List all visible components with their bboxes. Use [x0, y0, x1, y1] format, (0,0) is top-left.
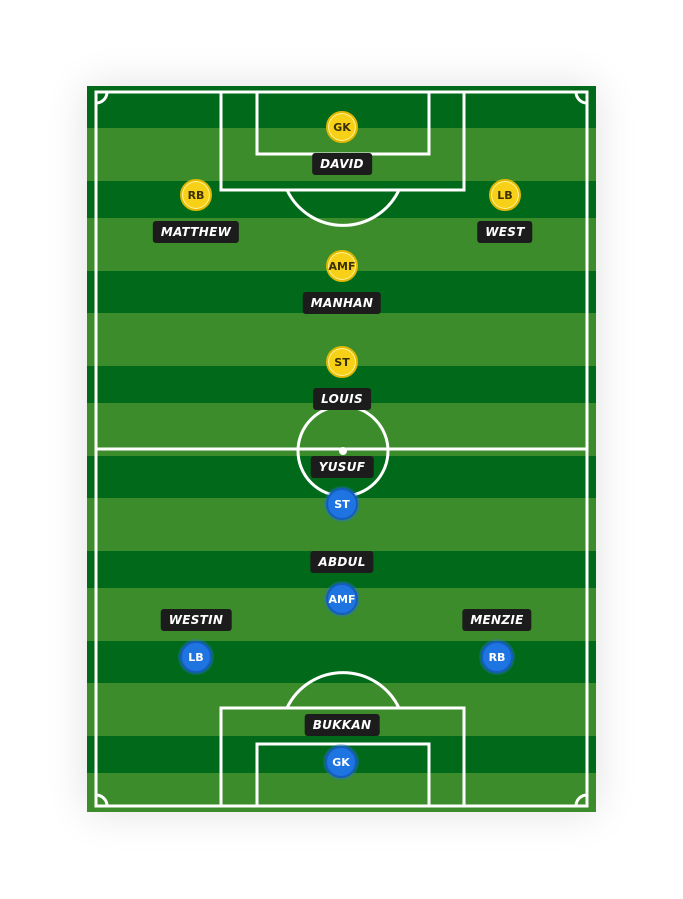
bottom-goal-area: [255, 742, 431, 808]
player-name-tag: DAVID: [312, 153, 372, 175]
corner-arc-top-left: [95, 91, 109, 105]
player-token[interactable]: ST: [326, 488, 358, 520]
bottom-penalty-arc: [285, 671, 401, 709]
player-token[interactable]: AMF: [326, 250, 358, 282]
pitch-markings: [94, 90, 589, 808]
player-token[interactable]: RB: [481, 641, 513, 673]
top-penalty-arc: [285, 189, 401, 227]
corner-arc-bottom-left: [95, 793, 109, 807]
player-token[interactable]: ST: [326, 346, 358, 378]
player-token[interactable]: GK: [325, 746, 357, 778]
formation-board: GK DAVID RB MATTHEW LB WEST AMF MANHAN S…: [87, 86, 596, 812]
player-name-tag: MATTHEW: [152, 221, 240, 243]
player-token[interactable]: LB: [180, 641, 212, 673]
player-name-tag: BUKKAN: [304, 714, 380, 736]
player-name-tag: WESTIN: [160, 609, 232, 631]
player-name-tag: ABDUL: [310, 551, 374, 573]
player-token[interactable]: GK: [326, 111, 358, 143]
player-name-tag: MENZIE: [462, 609, 532, 631]
center-spot: [339, 447, 347, 455]
player-name-tag: WEST: [477, 221, 533, 243]
corner-arc-bottom-right: [574, 793, 588, 807]
player-token[interactable]: LB: [489, 179, 521, 211]
corner-arc-top-right: [574, 91, 588, 105]
player-token[interactable]: RB: [180, 179, 212, 211]
player-name-tag: YUSUF: [310, 456, 374, 478]
player-name-tag: MANHAN: [302, 292, 382, 314]
player-token[interactable]: AMF: [326, 583, 358, 615]
player-name-tag: LOUIS: [313, 388, 371, 410]
